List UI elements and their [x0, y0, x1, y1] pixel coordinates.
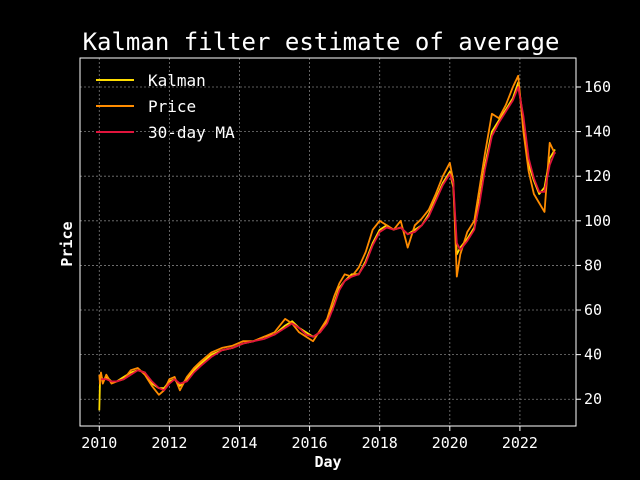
x-tick-label: 2016: [292, 434, 328, 452]
x-tick-label: 2012: [151, 434, 187, 452]
x-tick-label: 2014: [221, 434, 257, 452]
y-axis-ticks: 20 40 60 80 100 120 140 160: [576, 78, 611, 408]
legend-item-kalman: Kalman: [96, 71, 206, 90]
y-tick-label: 160: [584, 78, 611, 96]
x-axis-ticks: 2010 2012 2014 2016 2018 2020 2022: [81, 426, 538, 452]
y-tick-label: 140: [584, 123, 611, 141]
legend: Kalman Price 30-day MA: [96, 71, 235, 142]
legend-label-price: Price: [148, 97, 196, 116]
series-line-price: [98, 74, 556, 396]
chart-title: Kalman filter estimate of average: [83, 28, 560, 56]
series-line-30-day-ma: [101, 86, 556, 392]
x-tick-label: 2018: [362, 434, 398, 452]
x-tick-label: 2010: [81, 434, 117, 452]
y-tick-label: 20: [584, 390, 602, 408]
legend-label-30-day-ma: 30-day MA: [148, 123, 235, 142]
legend-label-kalman: Kalman: [148, 71, 206, 90]
y-tick-label: 120: [584, 167, 611, 185]
legend-item-30-day-ma: 30-day MA: [96, 123, 235, 142]
y-axis-label: Price: [58, 221, 76, 266]
legend-item-price: Price: [96, 97, 196, 116]
grid-lines: [80, 58, 576, 426]
y-tick-label: 60: [584, 301, 602, 319]
y-tick-label: 80: [584, 256, 602, 274]
x-tick-label: 2022: [502, 434, 538, 452]
x-tick-label: 2020: [432, 434, 468, 452]
x-axis-label: Day: [314, 453, 341, 471]
plot-frame: [79, 57, 577, 427]
y-tick-label: 40: [584, 346, 602, 364]
series-lines: [98, 74, 556, 411]
y-tick-label: 100: [584, 212, 611, 230]
